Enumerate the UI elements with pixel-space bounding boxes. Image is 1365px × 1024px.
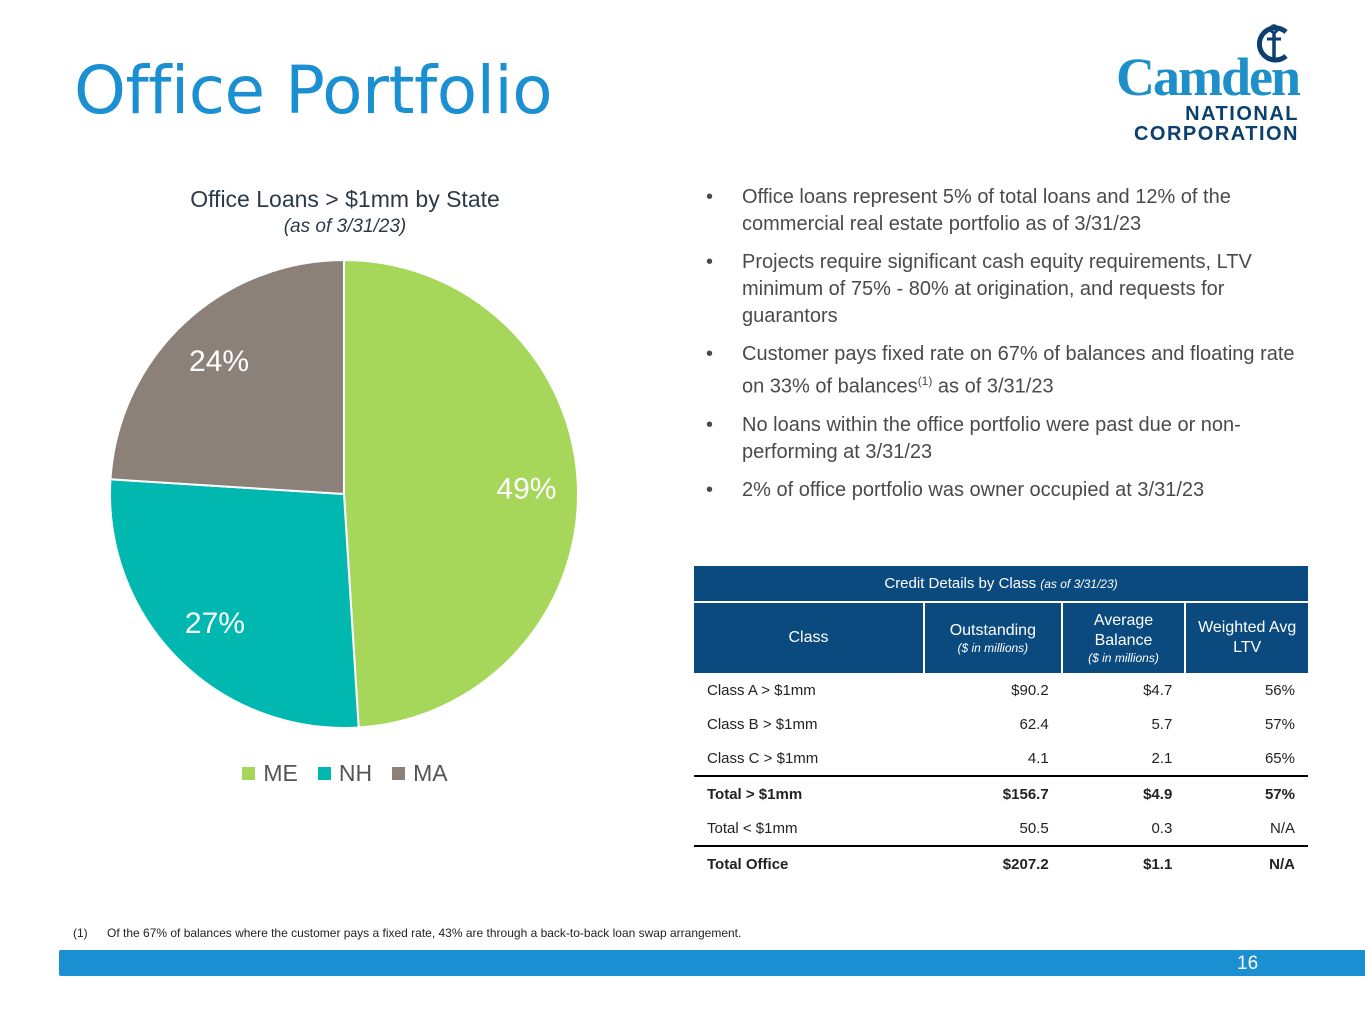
pie-label-nh: 27% (185, 607, 245, 640)
bullet-dot: • (706, 186, 714, 208)
logo-line-corporation: CORPORATION (1133, 123, 1299, 145)
legend-swatch (317, 767, 331, 780)
cell-outstanding: 50.5 (1019, 819, 1049, 837)
cell-outstanding: 62.4 (1019, 715, 1049, 733)
company-logo: Camden NATIONAL CORPORATION (1100, 22, 1305, 147)
table-title: Credit Details by Class (as of 3/31/23) (694, 566, 1308, 602)
bullet-text: 2% of office portfolio was owner occupie… (742, 478, 1205, 501)
cell-average-balance: 2.1 (1151, 749, 1173, 767)
bullet-item: • No loans within the office portfolio we… (706, 412, 1306, 466)
bullet-item: • Projects require significant cash equit… (706, 249, 1306, 330)
pie-label-ma: 24% (189, 345, 249, 378)
cell-ltv: 57% (1264, 715, 1295, 733)
table-row: Total < $1mm 50.5 0.3 N/A (694, 811, 1308, 846)
credit-details-table: Credit Details by Class (as of 3/31/23) … (694, 566, 1308, 881)
cell-outstanding: $90.2 (1011, 681, 1049, 699)
pie-slice-me (343, 258, 579, 729)
legend-label: NH (338, 760, 373, 786)
table-row: Total Office $207.2 $1.1 N/A (694, 845, 1308, 881)
cell-average-balance: $4.7 (1143, 681, 1173, 699)
logo-line-national: NATIONAL (1185, 103, 1299, 125)
bullet-text: Projects require significant cash equity… (742, 251, 1252, 327)
cell-ltv: 57% (1185, 775, 1308, 811)
anchor-logo-icon (1256, 24, 1288, 63)
header-outstanding-sub: ($ in millions) (957, 641, 1029, 655)
header-outstanding: Outstanding ($ in millions) (922, 601, 1062, 673)
page-number: 16 (1237, 953, 1259, 974)
footer-bar (59, 950, 1365, 976)
table-row: Total > $1mm $156.7 $4.9 57% (694, 775, 1308, 811)
chart-legend: ME NH MA (100, 760, 590, 787)
table-row: Class B > $1mm 62.4 5.7 57% (694, 707, 1308, 741)
cell-outstanding: 4.1 (1027, 749, 1049, 767)
footnote-number: (1) (73, 926, 88, 940)
table-title-note: (as of 3/31/23) (1040, 577, 1118, 591)
cell-class: Class A > $1mm (707, 681, 816, 699)
legend-label: ME (263, 760, 298, 786)
bullet-dot: • (706, 251, 714, 273)
cell-ltv: 65% (1264, 749, 1295, 767)
bullet-item: • Customer pays fixed rate on 67% of bala… (706, 341, 1306, 401)
bullet-item: • Office loans represent 5% of total loan… (706, 184, 1306, 238)
table-row: Class A > $1mm $90.2 $4.7 56% (694, 673, 1308, 707)
cell-average-balance: $1.1 (1061, 845, 1186, 881)
chart-subtitle: (as of 3/31/23) (283, 216, 407, 237)
cell-outstanding: $156.7 (923, 775, 1062, 811)
bullet-dot: • (706, 413, 714, 436)
header-class: Class (694, 601, 924, 673)
bullet-list: • Office loans represent 5% of total loan… (706, 184, 1306, 515)
pie-slice-ma (109, 258, 345, 496)
header-average-sub: ($ in millions) (1088, 651, 1159, 665)
cell-class: Class B > $1mm (707, 715, 818, 733)
header-average-balance: Average Balance ($ in millions) (1060, 601, 1186, 673)
cell-class: Total < $1mm (707, 819, 798, 837)
legend-label: MA (413, 760, 448, 786)
cell-class: Class C > $1mm (707, 749, 819, 767)
cell-average-balance: 5.7 (1151, 715, 1173, 733)
cell-average-balance: 0.3 (1151, 819, 1173, 837)
cell-ltv: N/A (1269, 819, 1295, 837)
cell-average-balance: $4.9 (1061, 775, 1186, 811)
legend-swatch (242, 767, 256, 780)
cell-outstanding: $207.2 (923, 845, 1062, 881)
header-weighted-ltv: Weighted Avg LTV (1184, 601, 1308, 673)
legend-item-nh: NH (317, 760, 373, 787)
pie-label-me: 49% (496, 472, 556, 505)
page-title: Office Portfolio (74, 52, 553, 129)
footnote: (1) Of the 67% of balances where the cust… (73, 926, 741, 940)
footnote-ref: (1) (917, 374, 933, 388)
footnote-text: Of the 67% of balances where the custome… (107, 926, 742, 940)
bullet-dot: • (706, 343, 714, 365)
legend-swatch (392, 767, 406, 780)
cell-ltv: N/A (1185, 845, 1308, 881)
legend-item-ma: MA (392, 760, 448, 787)
logo-wordmark: Camden (1115, 47, 1301, 107)
bullet-text: Office loans represent 5% of total loans… (742, 186, 1231, 235)
bullet-text: No loans within the office portfolio wer… (742, 413, 1241, 463)
legend-item-me: ME (242, 760, 298, 787)
bullet-dot: • (706, 478, 714, 501)
table-row: Class C > $1mm 4.1 2.1 65% (694, 741, 1308, 776)
cell-ltv: 56% (1264, 681, 1295, 699)
pie-slice-nh (109, 478, 360, 729)
cell-class: Total Office (694, 845, 924, 881)
bullet-text: Customer pays fixed rate on 67% of balan… (742, 343, 1295, 398)
pie-chart: 49% 27% 24% (109, 258, 579, 729)
bullet-item: • 2% of office portfolio was owner occupi… (706, 477, 1306, 504)
chart-title: Office Loans > $1mm by State (190, 186, 500, 212)
cell-class: Total > $1mm (694, 775, 924, 811)
